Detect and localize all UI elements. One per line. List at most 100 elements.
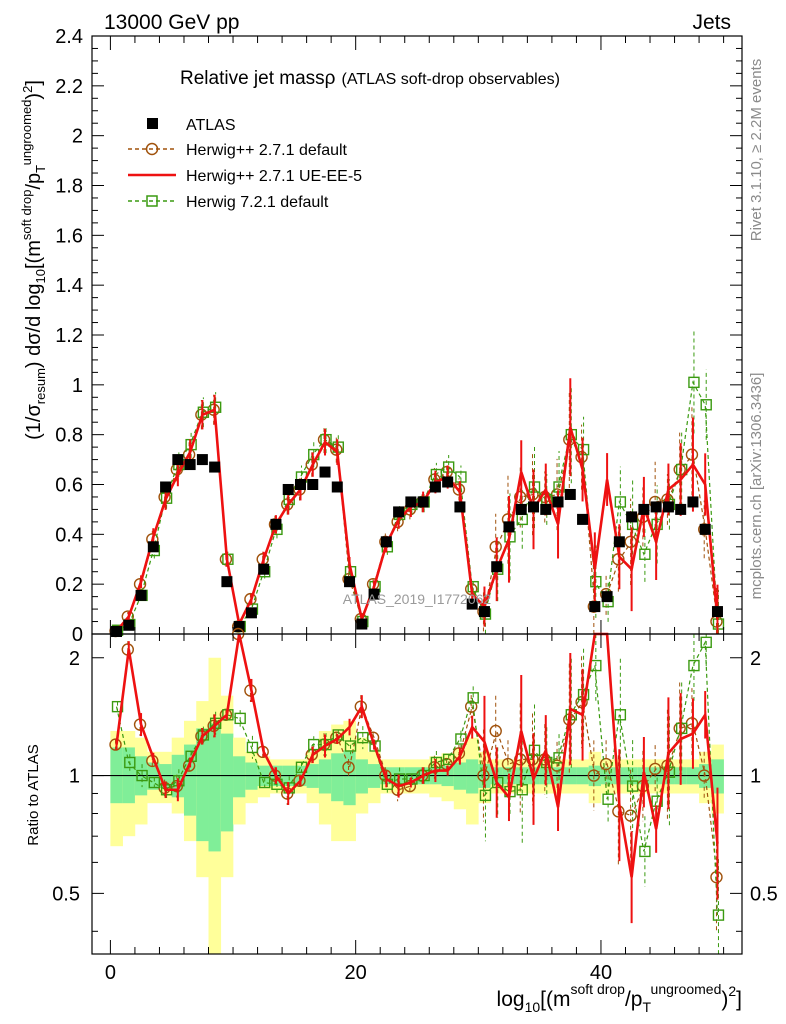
ratio-point-herwig-default bbox=[342, 761, 355, 774]
data-point-atlas bbox=[577, 513, 589, 525]
data-point-atlas bbox=[454, 501, 466, 513]
y-tick-label: 2 bbox=[72, 126, 83, 148]
data-point-atlas bbox=[135, 589, 147, 601]
x-tick-label: 0 bbox=[105, 962, 116, 984]
ratio-point-herwig721 bbox=[467, 692, 479, 704]
ratio-point-herwig-default bbox=[599, 757, 613, 771]
data-point-atlas bbox=[552, 496, 564, 508]
y-tick-label: 2.2 bbox=[55, 76, 83, 98]
data-point-atlas bbox=[393, 506, 405, 518]
data-point-atlas bbox=[344, 576, 356, 588]
ratio-band-inner-bin bbox=[711, 759, 724, 794]
y-tick-label: 0.8 bbox=[55, 425, 83, 447]
ratio-tick-label-right: 1 bbox=[750, 766, 761, 788]
ratio-frame bbox=[91, 633, 743, 955]
legend-label-atlas: ATLAS bbox=[186, 117, 236, 134]
legend-herwig-default-marker bbox=[145, 142, 159, 156]
ratio-band-inner-bin bbox=[208, 723, 222, 852]
data-point-atlas bbox=[699, 523, 711, 535]
data-point-herwig721 bbox=[639, 548, 651, 560]
data-point-atlas bbox=[466, 598, 478, 610]
data-point-atlas bbox=[331, 481, 343, 493]
data-point-atlas bbox=[380, 536, 392, 548]
y-tick-label: 0.4 bbox=[55, 524, 83, 546]
data-point-atlas bbox=[209, 461, 221, 473]
data-point-atlas bbox=[147, 541, 159, 553]
ratio-point-herwig-default bbox=[624, 809, 637, 822]
data-point-atlas bbox=[196, 454, 208, 466]
ratio-point-herwig721 bbox=[234, 712, 246, 725]
data-point-herwig721 bbox=[614, 496, 627, 508]
data-point-atlas bbox=[442, 476, 454, 488]
legend-label-herwig-ue: Herwig++ 2.7.1 UE-EE-5 bbox=[186, 168, 362, 185]
ratio-point-herwig-default bbox=[293, 774, 306, 787]
data-point-atlas bbox=[307, 479, 319, 490]
legend-label-herwig-default: Herwig++ 2.7.1 default bbox=[186, 142, 348, 159]
data-point-atlas bbox=[160, 481, 172, 493]
ratio-point-herwig721 bbox=[136, 769, 148, 782]
data-point-atlas bbox=[613, 536, 625, 548]
data-point-atlas bbox=[184, 459, 196, 471]
ratio-band-inner-bin bbox=[355, 759, 369, 794]
ratio-point-herwig-default bbox=[489, 724, 502, 738]
ratio-point-herwig721 bbox=[246, 741, 259, 754]
ratio-point-herwig721 bbox=[442, 753, 455, 766]
analysis-watermark: ATLAS_2019_I1772062 bbox=[343, 591, 492, 607]
data-point-atlas bbox=[638, 503, 650, 515]
ratio-band-inner-bin bbox=[466, 759, 479, 794]
category-label: Jets bbox=[692, 11, 731, 34]
data-point-atlas bbox=[172, 454, 184, 466]
y-axis-label: (1/σresum) dσ/d log10[(msoft drop/pTungr… bbox=[19, 80, 48, 440]
ratio-band-inner-bin bbox=[331, 753, 344, 802]
data-point-atlas bbox=[601, 591, 613, 603]
ratio-point-herwig-default bbox=[501, 757, 515, 771]
data-point-atlas bbox=[405, 496, 417, 508]
ratio-point-herwig721 bbox=[602, 793, 614, 805]
y-tick-label: 1.8 bbox=[55, 176, 83, 198]
data-point-atlas bbox=[368, 588, 380, 600]
x-tick-label: 20 bbox=[345, 962, 367, 984]
legend-label-herwig721: Herwig 7.2.1 default bbox=[186, 194, 329, 211]
data-point-atlas bbox=[417, 496, 429, 508]
ratio-point-herwig721 bbox=[124, 756, 136, 769]
y-tick-label: 1 bbox=[72, 375, 83, 397]
mcplots-label: mcplots.cern.ch [arXiv:1306.3436] bbox=[748, 373, 765, 600]
y-tick-label: 0.2 bbox=[55, 574, 83, 596]
data-point-atlas bbox=[245, 607, 257, 619]
ratio-point-herwig721 bbox=[700, 636, 712, 649]
data-point-atlas bbox=[626, 511, 638, 523]
main-panel: 0 0.2 0.4 0.6 0.8 1 1.2 1.4 1.6 1.8 2 2.2 2.4 bbox=[55, 26, 743, 646]
ratio-point-herwig721 bbox=[479, 789, 492, 802]
ratio-tick-label-left: 1 bbox=[69, 766, 80, 788]
ratio-point-herwig721 bbox=[258, 776, 271, 789]
y-tick-label: 0 bbox=[72, 624, 83, 646]
data-point-herwig721 bbox=[688, 376, 700, 389]
data-point-atlas bbox=[319, 466, 331, 478]
data-point-atlas bbox=[356, 618, 368, 630]
ratio-point-herwig721 bbox=[357, 731, 369, 744]
data-point-atlas bbox=[650, 501, 662, 513]
data-point-atlas bbox=[540, 503, 552, 515]
legend: ATLAS Herwig++ 2.7.1 default Herwig++ 2.… bbox=[128, 117, 362, 211]
data-point-atlas bbox=[258, 563, 270, 575]
data-point-atlas bbox=[270, 518, 282, 530]
data-point-atlas bbox=[564, 488, 576, 500]
ratio-point-herwig-default bbox=[109, 738, 122, 751]
data-point-herwig721 bbox=[700, 399, 712, 411]
data-point-atlas bbox=[528, 501, 540, 513]
ratio-point-herwig-default bbox=[648, 762, 662, 776]
ratio-point-herwig721 bbox=[344, 740, 357, 752]
ratio-tick-label-right: 0.5 bbox=[750, 883, 778, 905]
data-point-atlas bbox=[687, 496, 699, 508]
y-tick-label: 1.2 bbox=[55, 325, 83, 347]
data-point-atlas bbox=[294, 479, 306, 490]
data-point-atlas bbox=[503, 521, 515, 533]
ratio-band-inner-bin bbox=[233, 756, 246, 798]
ratio-line-herwig-ue bbox=[115, 632, 719, 878]
ratio-point-herwig721 bbox=[148, 776, 161, 789]
ratio-tick-label-right: 2 bbox=[750, 648, 761, 670]
data-point-atlas bbox=[111, 626, 123, 638]
data-point-atlas bbox=[221, 576, 233, 588]
y-tick-label: 0.6 bbox=[55, 475, 83, 497]
plot-title-sub: (ATLAS soft-drop observables) bbox=[341, 71, 559, 88]
